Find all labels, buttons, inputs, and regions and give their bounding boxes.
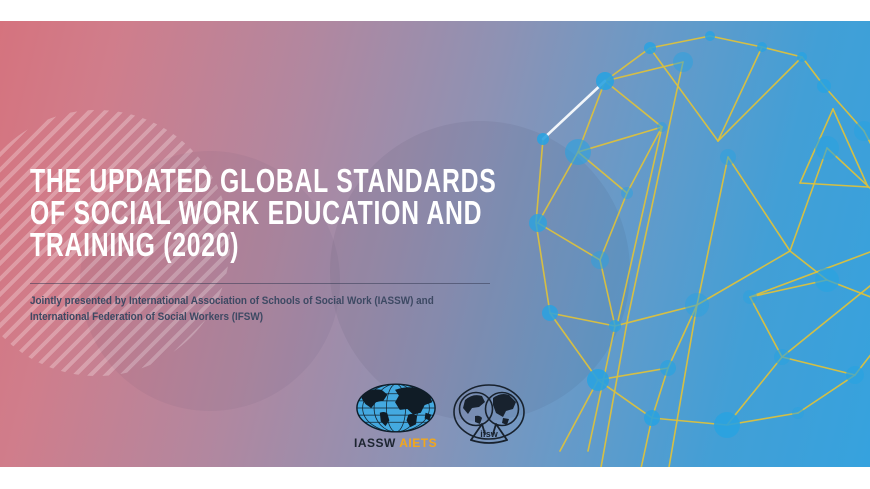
title-line-1: THE UPDATED GLOBAL STANDARDS	[30, 162, 497, 199]
slide-subtitle: Jointly presented by International Assoc…	[30, 293, 516, 325]
iassw-globe-icon	[355, 383, 436, 433]
divider-line	[30, 283, 490, 284]
network-globe-graphic	[529, 31, 870, 467]
slide-canvas: THE UPDATED GLOBAL STANDARDS OF SOCIAL W…	[0, 21, 870, 467]
slide-title: THE UPDATED GLOBAL STANDARDS OF SOCIAL W…	[30, 162, 652, 263]
dark-circle-decor-2	[80, 151, 340, 411]
iassw-logo-text: IASSW AIETS	[354, 436, 437, 450]
ifsw-logo: ifsw	[451, 382, 527, 457]
dark-circle-decor	[330, 121, 630, 421]
title-line-3: TRAINING (2020)	[30, 226, 240, 263]
subtitle-line-1: Jointly presented by International Assoc…	[30, 295, 434, 307]
aiets-label: AIETS	[399, 436, 438, 450]
iassw-logo: IASSW AIETS	[354, 382, 437, 450]
ifsw-label: ifsw	[480, 429, 499, 439]
ifsw-globe-icon: ifsw	[453, 384, 525, 444]
top-white-strip	[0, 0, 870, 21]
logo-row: IASSW AIETS	[354, 382, 527, 457]
hatched-circle-decor	[0, 110, 230, 376]
title-line-2: OF SOCIAL WORK EDUCATION AND	[30, 194, 483, 231]
bottom-white-strip	[0, 467, 870, 489]
iassw-label: IASSW	[354, 436, 396, 450]
subtitle-line-2: International Federation of Social Worke…	[30, 311, 264, 323]
